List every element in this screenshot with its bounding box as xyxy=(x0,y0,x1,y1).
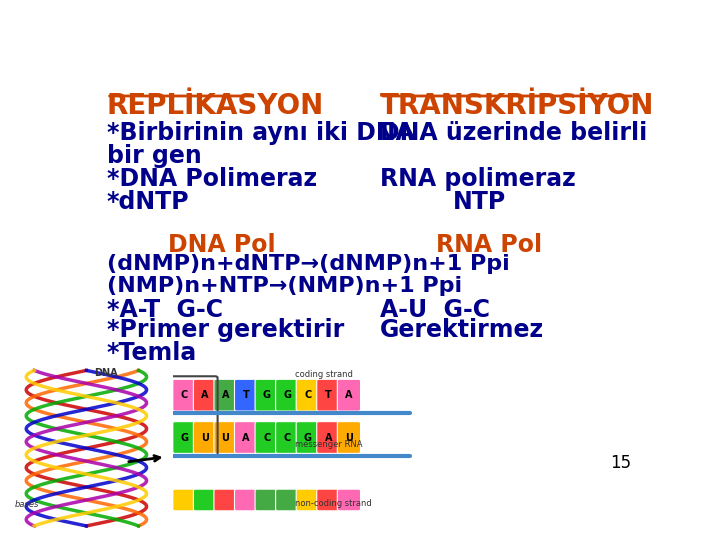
FancyBboxPatch shape xyxy=(235,379,258,411)
Text: G: G xyxy=(181,433,189,442)
FancyBboxPatch shape xyxy=(173,422,196,454)
Text: T: T xyxy=(325,390,332,400)
FancyBboxPatch shape xyxy=(276,422,299,454)
Text: *dNTP: *dNTP xyxy=(107,190,189,213)
Text: G: G xyxy=(263,390,271,400)
Text: DNA Pol: DNA Pol xyxy=(168,233,276,257)
FancyBboxPatch shape xyxy=(235,489,258,511)
Text: bir gen: bir gen xyxy=(107,144,202,168)
Text: A: A xyxy=(243,433,250,442)
Text: G: G xyxy=(283,390,292,400)
FancyBboxPatch shape xyxy=(337,379,361,411)
FancyBboxPatch shape xyxy=(235,422,258,454)
Text: C: C xyxy=(263,433,270,442)
Text: coding strand: coding strand xyxy=(295,370,353,379)
FancyBboxPatch shape xyxy=(194,489,217,511)
Text: U: U xyxy=(201,433,209,442)
Text: *A-T  G-C: *A-T G-C xyxy=(107,298,222,322)
FancyBboxPatch shape xyxy=(255,422,279,454)
FancyBboxPatch shape xyxy=(296,489,320,511)
Text: RNA Pol: RNA Pol xyxy=(436,233,542,257)
FancyBboxPatch shape xyxy=(317,422,340,454)
Text: *DNA Polimeraz: *DNA Polimeraz xyxy=(107,167,317,191)
FancyBboxPatch shape xyxy=(173,489,196,511)
Text: C: C xyxy=(304,390,312,400)
Text: A: A xyxy=(325,433,332,442)
Text: DNA üzerinde belirli: DNA üzerinde belirli xyxy=(380,121,647,145)
FancyBboxPatch shape xyxy=(214,422,237,454)
FancyBboxPatch shape xyxy=(214,489,237,511)
FancyBboxPatch shape xyxy=(337,422,361,454)
Text: NTP: NTP xyxy=(453,190,506,213)
FancyBboxPatch shape xyxy=(337,489,361,511)
FancyBboxPatch shape xyxy=(317,379,340,411)
Text: non-coding strand: non-coding strand xyxy=(295,499,372,508)
Text: T: T xyxy=(243,390,250,400)
Text: bases: bases xyxy=(15,500,40,509)
FancyBboxPatch shape xyxy=(276,489,299,511)
Text: A: A xyxy=(222,390,229,400)
Text: A: A xyxy=(345,390,353,400)
FancyBboxPatch shape xyxy=(255,489,279,511)
Text: REPLİKASYON: REPLİKASYON xyxy=(107,92,324,120)
Text: *Temla: *Temla xyxy=(107,341,197,365)
FancyBboxPatch shape xyxy=(214,379,237,411)
Text: *Primer gerektirir: *Primer gerektirir xyxy=(107,319,344,342)
Text: A: A xyxy=(202,390,209,400)
FancyBboxPatch shape xyxy=(255,379,279,411)
Text: 15: 15 xyxy=(610,454,631,472)
Text: C: C xyxy=(181,390,188,400)
Text: DNA: DNA xyxy=(94,368,118,377)
FancyBboxPatch shape xyxy=(173,379,196,411)
Text: messenger RNA: messenger RNA xyxy=(295,440,363,449)
Text: U: U xyxy=(222,433,230,442)
Text: G: G xyxy=(304,433,312,442)
Text: (dNMP)n+dNTP→(dNMP)n+1 Ppi: (dNMP)n+dNTP→(dNMP)n+1 Ppi xyxy=(107,254,510,274)
Text: C: C xyxy=(284,433,291,442)
FancyBboxPatch shape xyxy=(296,379,320,411)
FancyBboxPatch shape xyxy=(194,379,217,411)
Text: TRANSKRİPSİYON: TRANSKRİPSİYON xyxy=(380,92,654,120)
Text: U: U xyxy=(345,433,353,442)
Text: Gerektirmez: Gerektirmez xyxy=(380,319,544,342)
Text: (NMP)n+NTP→(NMP)n+1 Ppi: (NMP)n+NTP→(NMP)n+1 Ppi xyxy=(107,276,462,296)
FancyBboxPatch shape xyxy=(296,422,320,454)
FancyBboxPatch shape xyxy=(276,379,299,411)
Text: A-U  G-C: A-U G-C xyxy=(380,298,490,322)
FancyBboxPatch shape xyxy=(194,422,217,454)
FancyBboxPatch shape xyxy=(317,489,340,511)
Text: RNA polimeraz: RNA polimeraz xyxy=(380,167,576,191)
Text: *Birbirinin aynı iki DNA: *Birbirinin aynı iki DNA xyxy=(107,121,413,145)
